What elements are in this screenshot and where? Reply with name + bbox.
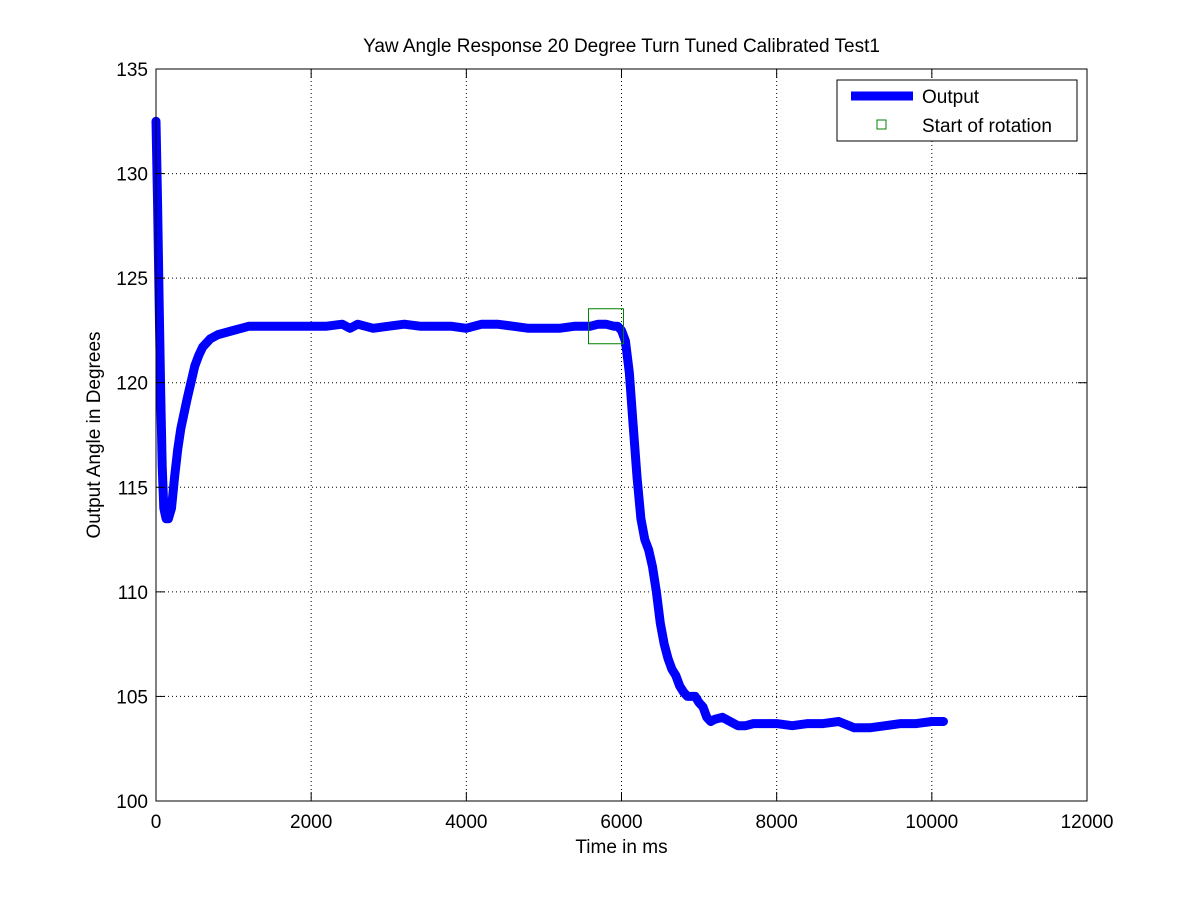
- y-axis-label: Output Angle in Degrees: [84, 331, 105, 538]
- x-tick-label: 6000: [600, 812, 642, 833]
- start-of-rotation-marker: [587, 308, 624, 345]
- chart-title: Yaw Angle Response 20 Degree Turn Tuned …: [363, 36, 880, 57]
- y-tick-label: 120: [116, 374, 148, 395]
- y-tick-label: 100: [116, 792, 148, 813]
- legend-label-output: Output: [922, 87, 980, 108]
- x-tick-label: 4000: [445, 812, 487, 833]
- plot-area: [151, 116, 948, 733]
- y-tick-label: 110: [118, 583, 148, 604]
- y-tick-label: 135: [116, 60, 148, 81]
- x-tick-label: 8000: [756, 812, 798, 833]
- y-tick-label: 125: [116, 269, 148, 290]
- y-tick-label: 130: [116, 165, 148, 186]
- y-tick-label: 105: [116, 687, 148, 708]
- series-line-output: [151, 116, 948, 733]
- x-tick-label: 10000: [905, 812, 958, 833]
- legend-swatch-start-of-rotation: [876, 119, 887, 130]
- legend-box: [836, 79, 1078, 142]
- legend-label-start-of-rotation: Start of rotation: [922, 116, 1052, 137]
- legend: Output Start of rotation: [836, 79, 1078, 142]
- x-tick-label: 0: [151, 812, 162, 833]
- axis-ticks: 0 2000 4000 6000 8000 10000 12000 100 105 110 115 1…: [116, 60, 1113, 833]
- x-axis-label: Time in ms: [575, 837, 667, 858]
- x-tick-label: 2000: [290, 812, 332, 833]
- x-tick-label: 12000: [1061, 812, 1114, 833]
- y-tick-label: 115: [118, 478, 148, 499]
